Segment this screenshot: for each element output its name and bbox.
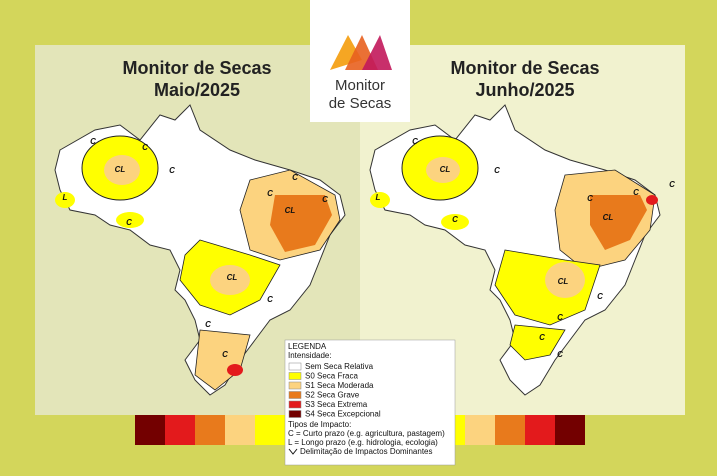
legend-label: S2 Seca Grave [305,391,360,400]
map-label: C [205,320,211,329]
legend-label: L = Longo prazo (e.g. hidrologia, ecolog… [288,438,438,447]
map-label: C [90,137,96,146]
map-june [369,104,661,396]
legend-label: S0 Seca Fraca [305,372,358,381]
legend-label: C = Curto prazo (e.g. agricultura, pasta… [288,429,445,438]
logo-text: de Secas [329,95,392,112]
map-label: CL [440,165,451,174]
legend-swatch [288,410,302,418]
legend-swatch [288,381,302,390]
map-label: CL [115,165,126,174]
map-label: C [494,166,500,175]
logo-mark [330,35,392,70]
legend-subtitle: Intensidade: [288,351,332,360]
map-label: C [412,137,418,146]
map-label: C [142,143,148,152]
legend-swatch [288,400,302,409]
legend-title: LEGENDA [288,342,327,351]
map-label: C [169,166,175,175]
map-label: CL [603,213,614,222]
map-label: C [267,189,273,198]
legend-label: S3 Seca Extrema [305,400,368,409]
legend: LEGENDA Intensidade: Sem Seca RelativaS0… [284,339,456,466]
legend-label: Sem Seca Relativa [305,362,374,371]
map-label: CL [558,277,569,286]
map-label: L [376,193,381,202]
legend-subtitle: Tipos de Impacto: [288,420,351,429]
map-label: C [557,350,563,359]
map-title: Monitor de Secas [122,58,271,78]
map-label: L [63,193,68,202]
map-label: C [222,350,228,359]
map-label: C [557,313,563,322]
logo-text: Monitor [335,77,385,94]
legend-swatch [288,362,302,371]
map-label: C [539,333,545,342]
map-label: C [452,215,458,224]
map-label: CL [285,206,296,215]
legend-swatch [288,372,302,380]
legend-label: S4 Seca Excepcional [305,410,381,419]
legend-swatch [288,391,302,399]
map-title: Monitor de Secas [450,58,599,78]
map-label: CL [227,273,238,282]
map-label: C [322,195,328,204]
map-label: C [126,218,132,227]
legend-label: Delimitação de Impactos Dominantes [300,447,433,456]
map-subtitle: Junho/2025 [475,80,574,100]
map-subtitle: Maio/2025 [154,80,240,100]
legend-label: S1 Seca Moderada [305,381,374,390]
map-label: C [587,194,593,203]
map-label: C [669,180,675,189]
map-label: C [633,188,639,197]
legend-line-icon [288,448,298,455]
map-may [54,104,346,396]
map-label: C [267,295,273,304]
map-label: C [292,173,298,182]
map-label: C [597,292,603,301]
